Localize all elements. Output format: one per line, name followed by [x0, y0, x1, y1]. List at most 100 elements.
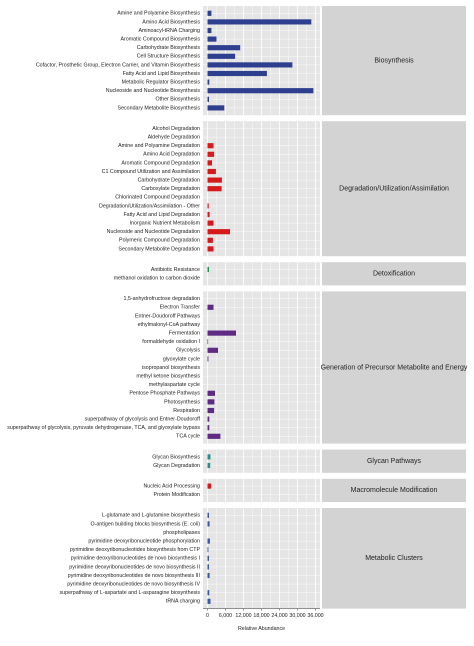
category-label: Carboxylate Degradation	[141, 186, 200, 192]
category-label: pyrimidine deoxyribonucleotides biosynth…	[70, 547, 201, 553]
bar	[207, 555, 209, 561]
bar	[207, 36, 217, 42]
category-label: formaldehyde oxidation I	[142, 339, 200, 345]
x-tick-label: 18,000	[253, 613, 269, 619]
bar	[207, 79, 210, 85]
bar	[207, 19, 312, 25]
bar	[207, 347, 218, 353]
bar	[207, 339, 209, 345]
x-axis-title: Relative Abundance	[238, 626, 285, 632]
category-label: methylaspartate cycle	[149, 382, 200, 388]
category-label: Other Biosynthesis	[156, 97, 201, 103]
bar	[207, 203, 209, 209]
bar	[207, 70, 267, 77]
category-label: Nucleic Acid Processing	[143, 484, 200, 490]
strip-label: Degradation/Utilization/Assimilation	[339, 186, 449, 193]
strip-label: Glycan Pathways	[367, 458, 422, 465]
bar	[207, 564, 209, 570]
bar	[207, 160, 212, 166]
bar	[207, 62, 293, 68]
bar	[207, 483, 212, 489]
bar	[207, 356, 209, 362]
bar	[207, 547, 209, 553]
strip-label: Generation of Precursor Metabolite and E…	[321, 364, 468, 371]
category-label: Carbohydrate Biosynthesis	[137, 45, 201, 51]
bar	[207, 186, 222, 192]
x-tick-label: 30,000	[289, 613, 305, 619]
category-label: Glycan Biosynthesis	[152, 454, 200, 460]
bar	[207, 330, 236, 336]
category-label: Inorganic Nutrient Metabolism	[130, 221, 201, 227]
category-label: pyrimidine deoxyribonucleotides de novo …	[69, 564, 200, 570]
category-label: Amine and Polyamine Biosynthesis	[117, 11, 200, 17]
category-label: methyl ketone biosynthesis	[136, 374, 200, 380]
category-label: Cell Structure Biosynthesis	[137, 54, 201, 60]
category-label: Fatty Acid and Lipid Biosynthesis	[123, 71, 201, 77]
bar	[207, 538, 210, 544]
category-label: Antibiotic Resistance	[151, 267, 200, 273]
category-label: Nucleoside and Nucleotide Biosynthesis	[106, 88, 201, 94]
category-label: phospholipases	[163, 530, 200, 536]
category-label: Aromatic Compound Biosynthesis	[121, 37, 201, 43]
strip-label: Biosynthesis	[374, 57, 414, 64]
bar	[207, 407, 215, 414]
bar	[207, 433, 221, 439]
category-label: 1,5-anhydrofructose degradation	[123, 296, 200, 302]
strip-background	[322, 121, 466, 257]
category-label: Photosynthesis	[164, 399, 200, 405]
bar	[207, 27, 212, 34]
category-label: Nucleoside and Nucleotide Degradation	[107, 229, 200, 235]
category-label: pyrimidine deoxyribonucleotide phosphory…	[88, 539, 200, 545]
strip-background	[322, 478, 466, 502]
category-label: Fermentation	[169, 331, 200, 337]
category-label: Secondary Metabolite Degradation	[118, 246, 200, 252]
category-label: pyrimidine deoxyribonucleotides de novo …	[71, 556, 200, 562]
bar	[207, 246, 214, 252]
bar	[207, 105, 225, 111]
category-label: Amino Acid Degradation	[143, 152, 200, 158]
bar	[207, 220, 214, 226]
category-label: Carbohydrate Degradation	[138, 178, 200, 184]
bar	[207, 266, 209, 273]
bar	[207, 237, 213, 243]
category-label: superpathway of L-aspartate and L-aspara…	[60, 590, 201, 596]
category-label: Glycan Degradation	[153, 463, 200, 469]
x-tick-label: 6,000	[219, 613, 232, 619]
category-label: methanol oxidation to carbon dioxide	[114, 276, 200, 282]
x-tick-label: 12,000	[235, 613, 251, 619]
category-label: Cofactor, Prosthetic Group, Electron Car…	[36, 62, 201, 68]
category-label: tRNA charging	[166, 599, 200, 605]
strip-background	[322, 291, 466, 444]
bar	[207, 572, 210, 579]
category-label: Pentose Phosphate Pathways	[129, 391, 200, 397]
strip-label: Detoxification	[373, 271, 415, 278]
category-label: isopropanol biosynthesis	[142, 365, 200, 371]
bar	[207, 211, 210, 218]
bar	[207, 390, 215, 396]
x-tick-label: 0	[206, 613, 209, 619]
category-label: Electron Transfer	[160, 305, 201, 311]
category-label: Aminoacyl-tRNA Charging	[138, 28, 200, 34]
bar	[207, 462, 211, 469]
bar	[207, 399, 215, 405]
strip-background	[322, 6, 466, 116]
x-tick-label: 36,000	[307, 613, 323, 619]
bar	[207, 590, 210, 596]
category-label: Aromatic Compound Degradation	[121, 160, 200, 166]
category-label: Entner-Doudoroff Pathways	[135, 313, 200, 319]
bar	[207, 96, 209, 102]
bar	[207, 143, 214, 149]
category-label: pyrimidine deoxyribonucleotides de novo …	[67, 582, 200, 588]
category-label: O-antigen building blocks biosynthesis (…	[90, 521, 200, 527]
category-label: pyrimidine deoxyribonucleotides de novo …	[68, 573, 200, 579]
bar	[207, 304, 214, 310]
category-label: Chlorinated Compound Degradation	[115, 195, 200, 201]
strip-label: Macromolecule Modification	[351, 487, 438, 494]
category-label: Metabolic Regulator Biosynthesis	[122, 80, 201, 86]
category-label: Protein Modification	[153, 492, 200, 498]
bar	[207, 151, 215, 157]
strip-label: Metabolic Clusters	[365, 555, 423, 562]
bar	[207, 10, 212, 16]
strip-background	[322, 508, 466, 609]
